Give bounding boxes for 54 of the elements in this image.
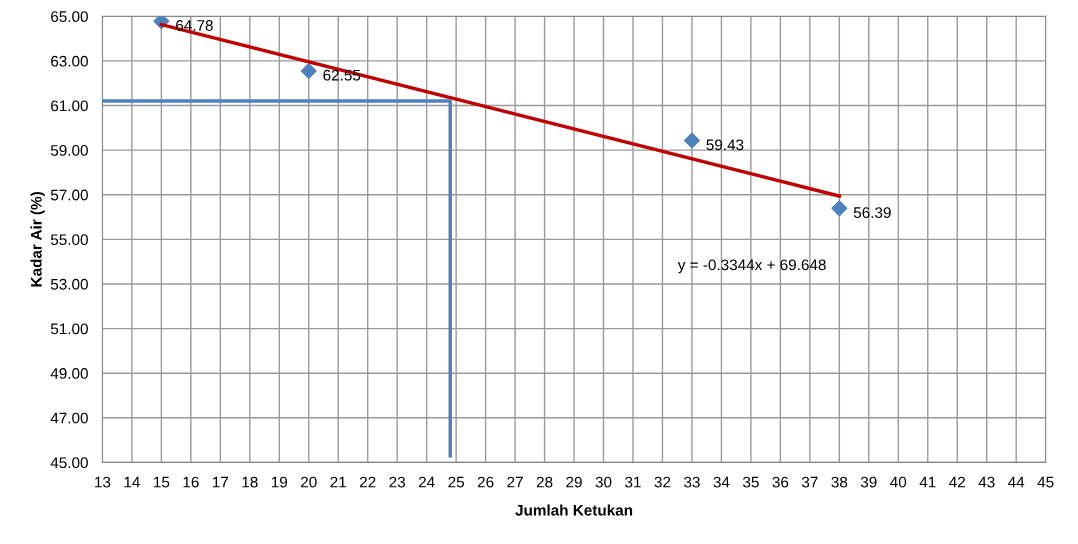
x-tick-label: 39 bbox=[860, 476, 877, 488]
y-tick-label: 51.00 bbox=[50, 323, 88, 335]
x-tick-label: 35 bbox=[742, 476, 759, 488]
data-label: 59.43 bbox=[706, 139, 744, 151]
x-tick-label: 16 bbox=[183, 476, 199, 488]
x-tick-label: 13 bbox=[95, 476, 111, 488]
x-tick-label: 43 bbox=[978, 476, 995, 488]
x-tick-label: 32 bbox=[654, 476, 671, 488]
x-tick-label: 18 bbox=[242, 476, 258, 488]
point bbox=[683, 132, 700, 149]
point bbox=[831, 200, 848, 217]
x-tick-label: 31 bbox=[625, 476, 641, 488]
x-tick-label: 42 bbox=[949, 476, 965, 488]
data-label: 62.55 bbox=[323, 69, 361, 81]
x-axis-title: Jumlah Ketukan bbox=[515, 504, 633, 516]
y-axis-title: Kadar Air (%) bbox=[30, 192, 45, 287]
data-label: 56.39 bbox=[853, 207, 891, 219]
y-tick-label: 53.00 bbox=[50, 278, 88, 290]
y-tick-label: 65.00 bbox=[51, 11, 88, 23]
data-label: 64.78 bbox=[176, 20, 213, 31]
x-tick-label: 33 bbox=[684, 476, 700, 488]
x-tick-label: 29 bbox=[566, 476, 582, 488]
x-tick-label: 30 bbox=[595, 476, 612, 488]
x-tick-label: 25 bbox=[448, 476, 464, 488]
x-tick-label: 21 bbox=[330, 476, 346, 488]
x-tick-label: 15 bbox=[154, 476, 170, 488]
x-tick-label: 27 bbox=[507, 476, 523, 488]
x-tick-label: 26 bbox=[477, 476, 494, 488]
x-tick-label: 14 bbox=[124, 476, 140, 488]
x-tick-label: 24 bbox=[418, 476, 435, 488]
annotation: y = -0.3344x + 69.648 bbox=[677, 259, 826, 274]
y-tick-label: 59.00 bbox=[50, 145, 88, 156]
x-tick-label: 19 bbox=[271, 476, 288, 488]
y-tick-label: 57.00 bbox=[50, 189, 88, 201]
y-tick-label: 47.00 bbox=[50, 412, 88, 424]
y-tick-label: 61.00 bbox=[51, 100, 88, 112]
point bbox=[300, 62, 317, 79]
x-tick-label: 41 bbox=[919, 476, 936, 488]
x-tick-label: 37 bbox=[801, 476, 818, 488]
x-tick-label: 34 bbox=[713, 476, 730, 488]
x-tick-label: 45 bbox=[1037, 476, 1054, 488]
x-tick-label: 36 bbox=[772, 476, 789, 488]
x-tick-label: 22 bbox=[359, 476, 376, 488]
y-tick-label: 55.00 bbox=[50, 234, 88, 246]
y-tick-label: 45.00 bbox=[50, 457, 88, 469]
x-tick-label: 44 bbox=[1008, 476, 1025, 488]
x-tick-label: 40 bbox=[890, 476, 907, 488]
y-tick-label: 63.00 bbox=[51, 55, 88, 67]
x-tick-label: 20 bbox=[301, 476, 317, 488]
x-tick-label: 38 bbox=[831, 476, 848, 488]
x-tick-label: 28 bbox=[536, 476, 553, 488]
y-tick-label: 49.00 bbox=[50, 368, 88, 379]
x-tick-label: 17 bbox=[212, 476, 229, 488]
x-tick-label: 23 bbox=[389, 476, 405, 488]
